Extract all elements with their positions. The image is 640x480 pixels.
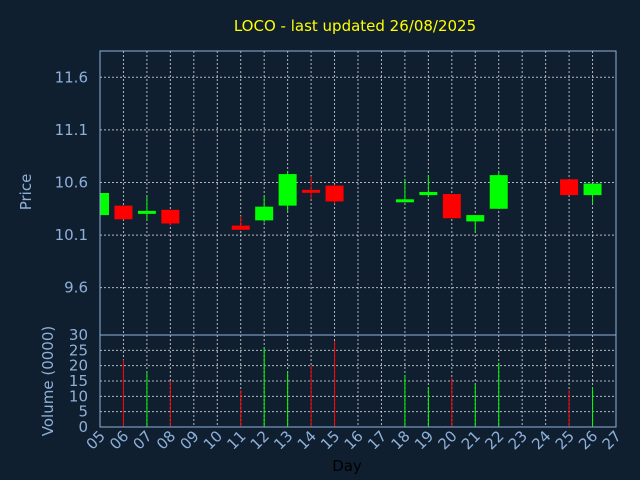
candle-body xyxy=(560,179,579,196)
x-tick-label: 20 xyxy=(434,427,460,453)
x-tick-label: 09 xyxy=(176,427,202,453)
price-tick-label: 11.1 xyxy=(55,121,88,139)
x-tick-label: 25 xyxy=(552,427,578,453)
candle-body xyxy=(278,174,297,206)
candle-body xyxy=(114,205,133,220)
candle-body xyxy=(466,215,485,222)
candle-body xyxy=(395,199,414,203)
x-tick-label: 22 xyxy=(481,427,507,453)
volume-panel: 3025201510500506070809101112131415161718… xyxy=(69,326,625,453)
x-tick-label: 16 xyxy=(341,427,367,453)
candle-body xyxy=(442,194,461,219)
candle-body xyxy=(583,183,602,196)
x-tick-label: 14 xyxy=(294,427,320,453)
candle-body xyxy=(231,225,250,230)
candle-body xyxy=(325,185,344,202)
candle-body xyxy=(302,189,321,193)
x-tick-label: 27 xyxy=(599,427,625,453)
x-tick-label: 21 xyxy=(458,427,484,453)
x-tick-label: 12 xyxy=(247,427,273,453)
price-axis-label: Price xyxy=(17,174,35,211)
volume-tick-label: 30 xyxy=(69,326,88,344)
price-panel: 11.6 11.1 10.6 10.1 9.6 xyxy=(55,50,617,336)
x-tick-label: 11 xyxy=(223,427,249,453)
x-tick-label: 24 xyxy=(528,427,554,453)
x-tick-label: 19 xyxy=(411,427,437,453)
x-tick-label: 10 xyxy=(200,427,226,453)
candle-body xyxy=(161,209,180,224)
volume-frame xyxy=(99,334,617,428)
price-tick-label: 9.6 xyxy=(64,279,88,297)
candle-body xyxy=(489,175,508,209)
x-tick-label: 07 xyxy=(130,427,156,453)
price-tick-label: 11.6 xyxy=(55,68,88,86)
volume-tick-label: 25 xyxy=(69,341,88,359)
volume-tick-label: 0 xyxy=(78,418,88,436)
candle-body xyxy=(255,206,274,221)
x-tick-label: 17 xyxy=(364,427,390,453)
chart-title: LOCO - last updated 26/08/2025 xyxy=(234,17,476,35)
x-tick-label: 08 xyxy=(153,427,179,453)
candle-body xyxy=(419,191,438,196)
price-tick-label: 10.1 xyxy=(55,226,88,244)
x-tick-label: 06 xyxy=(106,427,132,453)
candle-body xyxy=(137,210,156,214)
volume-tick-label: 15 xyxy=(69,372,88,390)
x-tick-label: 26 xyxy=(575,427,601,453)
price-tick-label: 10.6 xyxy=(55,173,88,191)
x-tick-label: 23 xyxy=(505,427,531,453)
candle-body xyxy=(100,193,109,216)
volume-tick-label: 20 xyxy=(69,357,88,375)
x-tick-label: 15 xyxy=(317,427,343,453)
x-axis-label: Day xyxy=(332,457,362,475)
volume-tick-label: 5 xyxy=(78,403,88,421)
volume-tick-label: 10 xyxy=(69,387,88,405)
x-tick-label: 18 xyxy=(388,427,414,453)
x-tick-label: 13 xyxy=(270,427,296,453)
volume-axis-label: Volume (0000) xyxy=(39,326,57,436)
